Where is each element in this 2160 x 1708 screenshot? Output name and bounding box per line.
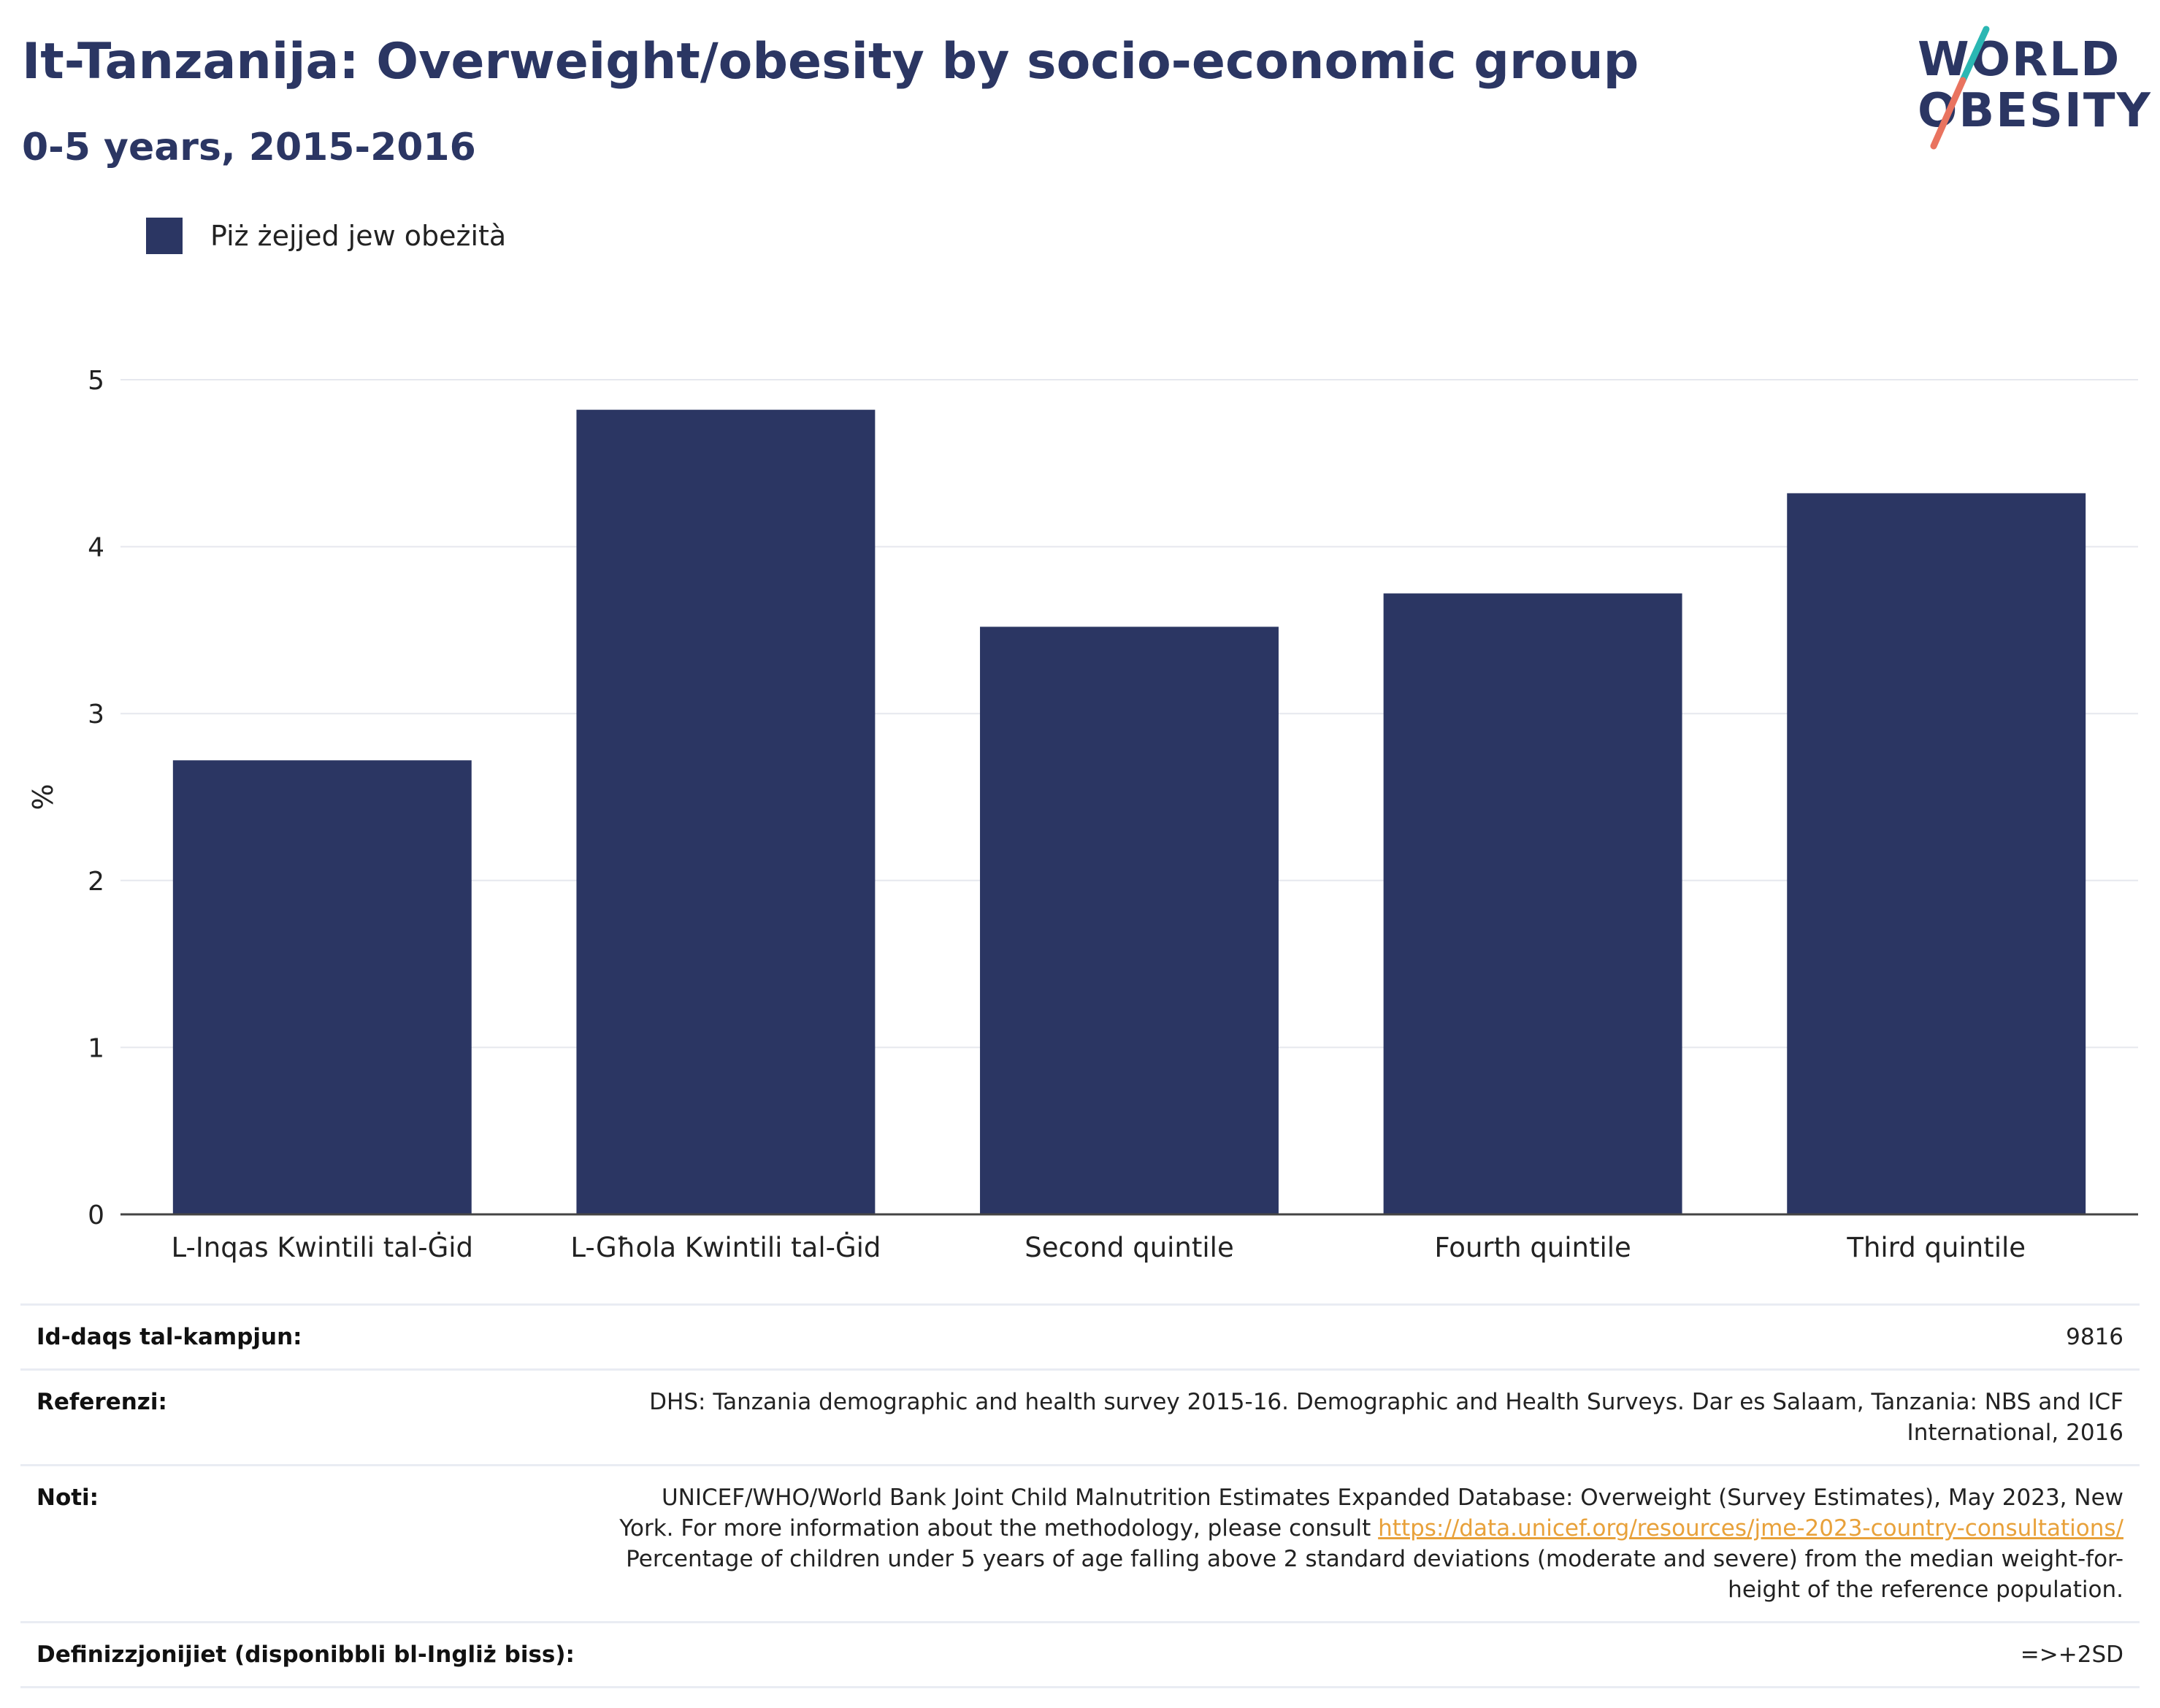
x-tick-label: Fourth quintile: [1434, 1232, 1631, 1263]
sample-size-label: Id-daqs tal-kampjun:: [37, 1324, 302, 1350]
x-tick-label: L-Għola Kwintili tal-Ġid: [570, 1232, 881, 1263]
info-row-notes: Noti: UNICEF/WHO/World Bank Joint Child …: [20, 1464, 2140, 1621]
definitions-label: Definizzjonijiet (disponibbli bl-Ingliż …: [37, 1642, 575, 1668]
info-row-references: Referenzi: DHS: Tanzania demographic and…: [20, 1368, 2140, 1464]
methodology-link[interactable]: https://data.unicef.org/resources/jme-20…: [1378, 1515, 2123, 1542]
notes-text-after: Percentage of children under 5 years of …: [626, 1546, 2123, 1603]
info-row-sample-size: Id-daqs tal-kampjun: 9816: [20, 1303, 2140, 1368]
notes-value: UNICEF/WHO/World Bank Joint Child Malnut…: [605, 1482, 2123, 1605]
x-tick-label: L-Inqas Kwintili tal-Ġid: [172, 1232, 474, 1263]
definitions-value: =>+2SD: [2020, 1642, 2123, 1668]
legend-label: Piż żejjed jew obeżità: [210, 220, 507, 252]
notes-label: Noti:: [37, 1485, 99, 1511]
x-tick-label: Third quintile: [1846, 1232, 2026, 1263]
bar: [1787, 493, 2086, 1214]
logo-slash-icon: [1930, 26, 1990, 150]
x-tick-label: Second quintile: [1025, 1232, 1233, 1263]
bar-chart: 0 1 2 3 4 5 L-Inqas Kwintili tal-Ġid L-Għola Kw…: [27, 366, 2138, 1263]
chart-legend: Piż żejjed jew obeżità: [146, 218, 506, 254]
logo-word-world: WORLD: [1918, 33, 2121, 87]
sample-size-value: 9816: [2066, 1324, 2123, 1350]
bar: [172, 760, 472, 1214]
chart-subtitle: 0-5 years, 2015-2016: [22, 126, 476, 169]
y-tick-label: 5: [88, 366, 104, 396]
chart-title: It-Tanzanija: Overweight/obesity by soci…: [22, 33, 1639, 91]
info-row-definitions: Definizzjonijiet (disponibbli bl-Ingliż …: [20, 1621, 2140, 1688]
references-value: DHS: Tanzania demographic and health sur…: [649, 1389, 2123, 1446]
bar: [1383, 593, 1682, 1214]
y-tick-label: 4: [88, 533, 104, 563]
y-tick-label: 1: [88, 1033, 104, 1063]
bar: [980, 627, 1279, 1214]
y-axis-label: %: [27, 784, 59, 810]
bar: [576, 410, 876, 1215]
y-tick-label: 2: [88, 867, 104, 897]
info-table: Id-daqs tal-kampjun: 9816 Referenzi: DHS…: [20, 1303, 2140, 1688]
legend-swatch: [146, 218, 183, 254]
y-tick-label: 0: [88, 1200, 104, 1230]
notes-text-before: UNICEF/WHO/World Bank Joint Child Malnut…: [619, 1485, 2123, 1542]
y-tick-label: 3: [88, 700, 104, 729]
world-obesity-logo: WORLD OBESITY: [1906, 22, 2151, 153]
references-label: Referenzi:: [37, 1389, 167, 1415]
